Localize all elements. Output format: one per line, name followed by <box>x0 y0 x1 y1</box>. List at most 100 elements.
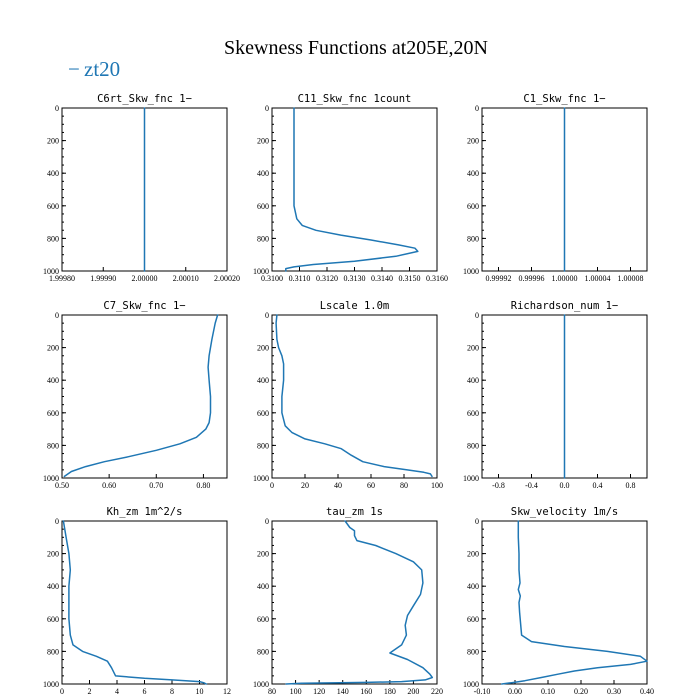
y-tick-label: 0 <box>265 517 269 526</box>
y-tick-label: 0 <box>55 104 59 113</box>
y-tick-label: 200 <box>467 344 479 353</box>
subplot-title: C1_Skw_fnc 1− <box>523 93 605 105</box>
y-tick-label: 600 <box>257 615 269 624</box>
x-tick-label: 12 <box>223 687 231 696</box>
subplot-title: C11_Skw_fnc 1count <box>298 93 412 105</box>
subplot-title: Richardson_num 1− <box>511 300 618 312</box>
x-tick-label: 0.99996 <box>519 274 545 283</box>
y-tick-label: 400 <box>47 582 59 591</box>
x-tick-label: 0.50 <box>55 481 69 490</box>
y-tick-label: 0 <box>55 311 59 320</box>
x-tick-label: 0.99992 <box>486 274 512 283</box>
y-tick-label: 400 <box>467 376 479 385</box>
x-tick-label: 2 <box>88 687 92 696</box>
x-tick-label: 10 <box>196 687 204 696</box>
y-tick-label: 800 <box>257 647 269 656</box>
subplot-title: C6rt_Skw_fnc 1− <box>97 93 192 105</box>
y-tick-label: 800 <box>467 647 479 656</box>
x-tick-label: 0.20 <box>574 687 588 696</box>
x-tick-label: 0 <box>60 687 64 696</box>
x-tick-label: 2.00000 <box>132 274 158 283</box>
y-tick-label: 1000 <box>253 267 269 276</box>
x-tick-label: 8 <box>170 687 174 696</box>
plot-frame <box>271 107 438 272</box>
y-tick-label: 1000 <box>463 474 479 483</box>
x-tick-label: 0.3110 <box>289 274 311 283</box>
x-tick-label: 1.99990 <box>90 274 116 283</box>
figure-title: Skewness Functions at205E,20N <box>224 37 488 59</box>
y-tick-label: 400 <box>467 582 479 591</box>
y-tick-label: 1000 <box>253 680 269 689</box>
series-line-zt20 <box>501 520 648 685</box>
x-tick-label: 6 <box>143 687 147 696</box>
series-line-zt20 <box>285 107 419 272</box>
x-tick-label: 0.3140 <box>371 274 393 283</box>
y-tick-label: 600 <box>257 202 269 211</box>
x-tick-label: 80 <box>268 687 276 696</box>
y-tick-label: 0 <box>265 104 269 113</box>
x-tick-label: 2.00010 <box>173 274 199 283</box>
series-line-zt20 <box>62 520 208 685</box>
x-tick-label: 0.3120 <box>316 274 338 283</box>
subplot-title: Skw_velocity 1m/s <box>511 506 618 518</box>
x-tick-label: 100 <box>431 481 443 490</box>
subplot-title: Kh_zm 1m^2/s <box>107 506 183 518</box>
plot-frame <box>61 520 228 685</box>
x-tick-label: 60 <box>367 481 375 490</box>
series-line-zt20 <box>63 314 219 478</box>
x-tick-label: 100 <box>290 687 302 696</box>
y-tick-label: 1000 <box>43 474 59 483</box>
x-tick-label: 1.00000 <box>552 274 578 283</box>
y-tick-label: 0 <box>475 311 479 320</box>
y-tick-label: 1000 <box>253 474 269 483</box>
x-tick-label: 160 <box>360 687 372 696</box>
y-tick-label: 1000 <box>43 680 59 689</box>
y-tick-label: 200 <box>467 137 479 146</box>
legend: − zt20 <box>68 57 120 81</box>
y-tick-label: 800 <box>467 234 479 243</box>
legend-label: zt20 <box>84 57 120 81</box>
x-tick-label: 0.3150 <box>399 274 421 283</box>
y-tick-label: 600 <box>257 409 269 418</box>
y-tick-label: 400 <box>257 582 269 591</box>
y-tick-label: 600 <box>467 202 479 211</box>
x-tick-label: 40 <box>334 481 342 490</box>
x-tick-label: -0.10 <box>474 687 491 696</box>
y-tick-label: 400 <box>467 169 479 178</box>
y-tick-label: 200 <box>257 344 269 353</box>
y-tick-label: 400 <box>257 376 269 385</box>
y-tick-label: 0 <box>55 517 59 526</box>
y-tick-label: 1000 <box>43 267 59 276</box>
y-tick-label: 0 <box>475 517 479 526</box>
y-tick-label: 400 <box>257 169 269 178</box>
y-tick-label: 200 <box>47 344 59 353</box>
subplot-title: C7_Skw_fnc 1− <box>103 300 185 312</box>
y-tick-label: 200 <box>467 550 479 559</box>
y-tick-label: 600 <box>467 409 479 418</box>
subplot-9: Skw_velocity 1m/s 0 200 400 600 800 1000-0.10 0… <box>463 506 654 696</box>
x-tick-label: 20 <box>301 481 309 490</box>
y-tick-label: 0 <box>475 104 479 113</box>
y-tick-label: 0 <box>265 311 269 320</box>
y-tick-label: 200 <box>47 137 59 146</box>
plot-frame <box>61 314 228 479</box>
x-tick-label: 140 <box>337 687 349 696</box>
x-tick-label: 0.4 <box>593 481 603 490</box>
x-tick-label: 0.0 <box>560 481 570 490</box>
y-tick-label: 800 <box>47 441 59 450</box>
subplot-title: tau_zm 1s <box>326 506 383 518</box>
x-tick-label: 180 <box>384 687 396 696</box>
x-tick-label: 0.3160 <box>426 274 448 283</box>
x-tick-label: 0.3100 <box>261 274 283 283</box>
series-line-zt20 <box>285 520 434 685</box>
y-tick-label: 1000 <box>463 267 479 276</box>
x-tick-label: 0.40 <box>640 687 654 696</box>
x-tick-label: 0.10 <box>541 687 555 696</box>
subplot-3: C1_Skw_fnc 1− 0 200 400 600 800 1000 0.99992 0.9… <box>463 93 648 283</box>
